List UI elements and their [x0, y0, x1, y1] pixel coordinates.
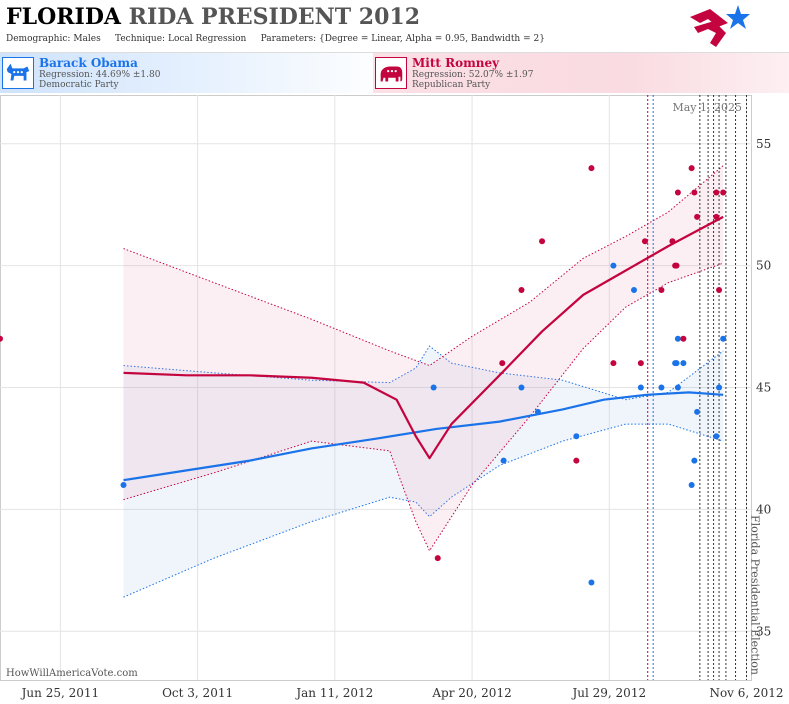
today-label: May 1, 2025	[672, 101, 742, 114]
poll-point	[694, 408, 701, 415]
parameters-value: {Degree = Linear, Alpha = 0.95, Bandwidt…	[318, 34, 545, 44]
poll-chart: 35 40 45 50 55 Jun 25, 2011 Oct 3, 2011 Jan 11,…	[0, 95, 784, 700]
poll-point	[691, 457, 698, 464]
poll-point	[688, 482, 695, 488]
x-tick-label: Apr 20, 2012	[431, 686, 511, 700]
technique-value: Local Regression	[167, 34, 247, 44]
poll-point	[534, 408, 541, 415]
poll-point	[573, 433, 580, 440]
x-tick-label: Oct 3, 2011	[162, 686, 233, 700]
poll-point	[674, 335, 681, 342]
poll-point	[673, 360, 680, 367]
poll-point	[720, 189, 727, 196]
poll-point	[669, 238, 676, 245]
poll-point	[573, 457, 580, 464]
poll-point	[610, 262, 617, 269]
candidate-regression-romney: Regression: 52.07% ±1.97	[412, 70, 534, 80]
poll-point	[641, 238, 648, 245]
candidate-party-romney: Republican Party	[412, 80, 491, 90]
band-fill	[123, 165, 724, 551]
poll-point	[713, 189, 720, 196]
title-race: RIDA PRESIDENT 2012	[128, 4, 421, 30]
chart-title: FLORIDA RIDA PRESIDENT 2012	[6, 4, 420, 30]
donkey-icon	[2, 57, 34, 89]
x-tick-label: Jan 11, 2012	[294, 686, 373, 700]
demographic-value: Males	[73, 34, 101, 44]
candidate-bar: Barack Obama Regression: 44.69% ±1.80 De…	[0, 53, 789, 93]
trend-line	[123, 215, 724, 460]
y-tick-label: 45	[756, 381, 771, 395]
poll-point	[694, 213, 701, 220]
poll-point	[720, 335, 727, 342]
poll-point	[120, 482, 127, 488]
site-logo-icon	[690, 5, 750, 47]
elephant-icon	[375, 57, 407, 89]
poll-point	[658, 384, 665, 391]
chart-header: FLORIDA RIDA PRESIDENT 2012 Demographic:…	[0, 0, 789, 53]
y-tick-label: 55	[756, 137, 771, 151]
poll-point	[499, 360, 506, 367]
poll-point	[610, 360, 617, 367]
technique-label: Technique:	[115, 34, 166, 44]
candidate-name-obama: Barack Obama	[39, 56, 138, 70]
poll-point	[673, 262, 680, 269]
demographic-label: Demographic:	[6, 34, 71, 44]
parameters-label: Parameters:	[260, 34, 317, 44]
axes: 35 40 45 50 55 Jun 25, 2011 Oct 3, 2011 Jan 11,…	[20, 137, 784, 700]
poll-point	[500, 457, 507, 464]
band-upper	[123, 165, 724, 367]
poll-point	[637, 384, 644, 391]
poll-point	[680, 335, 687, 342]
poll-point	[716, 287, 723, 293]
poll-point	[630, 287, 637, 293]
poll-points	[0, 165, 727, 586]
y-tick-label: 40	[756, 502, 771, 516]
poll-point	[434, 555, 441, 562]
poll-point	[680, 360, 687, 367]
poll-point	[518, 287, 525, 293]
candidate-obama: Barack Obama Regression: 44.69% ±1.80 De…	[0, 53, 392, 93]
poll-point	[674, 189, 681, 196]
candidate-party-obama: Democratic Party	[39, 80, 119, 90]
chart-subtitle: Demographic: Males Technique: Local Regr…	[6, 34, 545, 44]
poll-point	[637, 360, 644, 367]
x-tick-label: Jun 25, 2011	[20, 686, 100, 700]
poll-point	[0, 335, 3, 342]
election-label: Florida Presidential Election	[749, 515, 762, 675]
poll-point	[691, 189, 698, 196]
poll-point	[716, 384, 723, 391]
poll-point	[588, 579, 595, 586]
y-tick-label: 50	[756, 259, 771, 273]
confidence-bands	[123, 165, 724, 598]
poll-point	[688, 165, 695, 172]
poll-point	[713, 213, 720, 220]
x-tick-label: Jul 29, 2012	[570, 686, 646, 700]
poll-point	[588, 165, 595, 172]
band-upper	[123, 345, 724, 401]
poll-point	[658, 287, 665, 293]
band-lower	[123, 262, 724, 552]
candidate-regression-obama: Regression: 44.69% ±1.80	[39, 70, 161, 80]
poll-point	[430, 384, 437, 391]
band-fill	[123, 346, 724, 598]
candidate-romney: Mitt Romney Regression: 52.07% ±1.97 Rep…	[373, 53, 789, 93]
poll-point	[518, 384, 525, 391]
grid	[0, 95, 752, 681]
x-tick-label: Nov 6, 2012	[709, 686, 783, 700]
y-tick-label: 35	[756, 624, 771, 638]
trend-line	[123, 391, 724, 482]
poll-point	[539, 238, 546, 245]
source-credit: HowWillAmericaVote.com	[6, 668, 138, 679]
candidate-name-romney: Mitt Romney	[412, 56, 500, 70]
poll-point	[713, 433, 720, 440]
title-state: FLORIDA	[6, 4, 121, 30]
trend-lines	[123, 215, 724, 482]
poll-point	[674, 384, 681, 391]
